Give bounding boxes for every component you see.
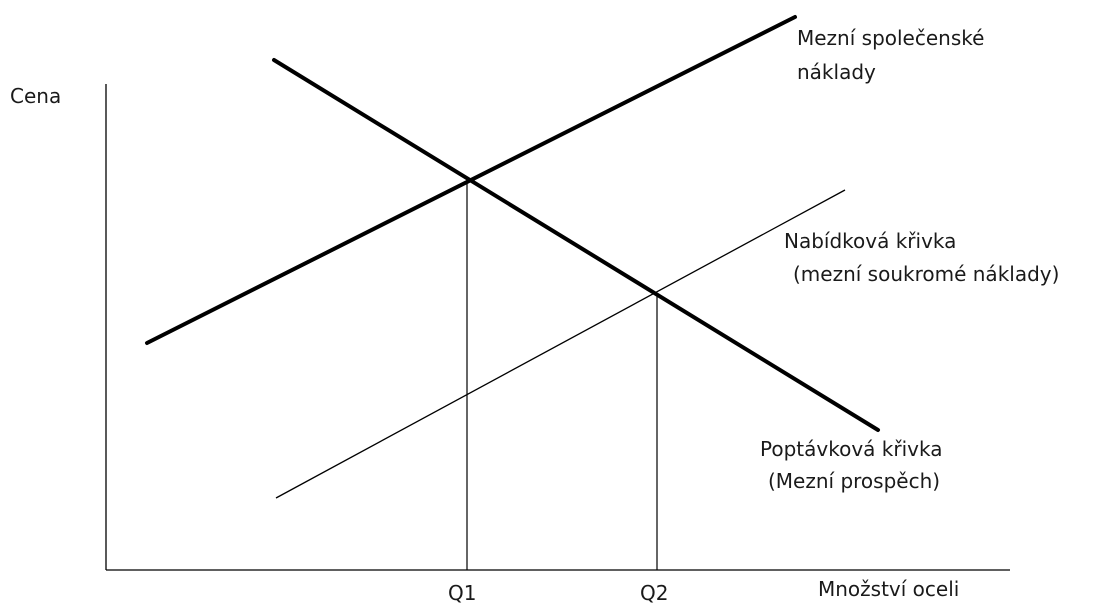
demand-curve: [272, 58, 880, 432]
q1-label: Q1: [448, 581, 476, 605]
social-cost-label-line1: Mezní společenské: [797, 26, 984, 50]
y-axis-label: Cena: [10, 84, 61, 108]
x-axis-label: Množství oceli: [818, 577, 959, 601]
demand-label-line1: Poptávková křivka: [760, 437, 942, 461]
supply-label-line1: Nabídková křivka: [784, 229, 956, 253]
supply-label-line2: (mezní soukromé náklady): [793, 262, 1059, 286]
supply-curve: [275, 189, 846, 499]
q2-label: Q2: [640, 581, 668, 605]
demand-label-line2: (Mezní prospěch): [768, 469, 940, 493]
social-cost-label-line2: náklady: [797, 60, 876, 84]
